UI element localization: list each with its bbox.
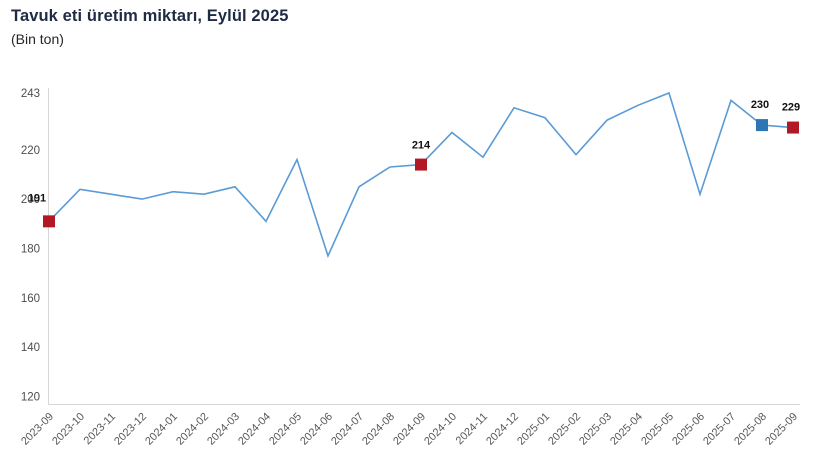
y-tick-label: 140 — [21, 342, 40, 354]
data-point-marker-2024-09 — [415, 158, 427, 171]
chart-title: Tavuk eti üretim miktarı, Eylül 2025 — [11, 7, 289, 25]
x-tick-label: 2023-09 — [19, 411, 56, 448]
x-tick-label: 2023-10 — [50, 411, 87, 448]
y-tick-label: 120 — [21, 392, 40, 404]
x-tick-label: 2024-02 — [174, 411, 211, 448]
y-tick-label: 180 — [21, 244, 40, 256]
x-tick-label: 2023-11 — [82, 411, 118, 447]
data-point-marker-2025-08 — [756, 119, 768, 132]
data-point-marker-2023-09 — [43, 215, 55, 228]
x-tick-label: 2025-08 — [732, 411, 769, 448]
y-tick-label: 220 — [21, 145, 40, 157]
data-point-marker-2025-09 — [787, 121, 799, 134]
x-tick-label: 2024-01 — [143, 411, 180, 448]
y-tick-label: 243 — [21, 88, 40, 100]
x-tick-label: 2025-05 — [639, 411, 676, 448]
x-tick-label: 2025-04 — [608, 411, 645, 448]
data-point-label-2025-08: 230 — [751, 99, 769, 111]
chart-unit-label: (Bin ton) — [11, 31, 64, 47]
x-tick-label: 2025-09 — [763, 411, 800, 448]
x-tick-label: 2025-06 — [670, 411, 707, 448]
x-tick-label: 2025-02 — [546, 411, 583, 448]
x-tick-label: 2023-12 — [112, 411, 149, 448]
x-tick-label: 2025-01 — [515, 411, 552, 448]
data-point-label-2024-09: 214 — [412, 140, 431, 152]
x-tick-label: 2024-04 — [236, 411, 273, 448]
x-tick-label: 2024-10 — [422, 411, 459, 448]
x-tick-label: 2024-08 — [360, 411, 397, 448]
x-tick-label: 2024-06 — [298, 411, 335, 448]
x-tick-label: 2025-03 — [577, 411, 614, 448]
data-point-label-2023-09: 191 — [28, 192, 46, 204]
x-tick-label: 2025-07 — [701, 411, 738, 448]
x-tick-label: 2024-09 — [391, 411, 428, 448]
series-line — [48, 91, 794, 259]
x-tick-label: 2024-12 — [484, 411, 521, 448]
x-tick-label: 2024-11 — [454, 411, 490, 447]
data-point-label-2025-09: 229 — [782, 102, 800, 114]
y-tick-label: 160 — [21, 293, 40, 305]
x-tick-label: 2024-03 — [205, 411, 242, 448]
x-tick-label: 2024-05 — [267, 411, 304, 448]
x-tick-label: 2024-07 — [329, 411, 366, 448]
y-tick-label: 200 — [21, 194, 40, 206]
